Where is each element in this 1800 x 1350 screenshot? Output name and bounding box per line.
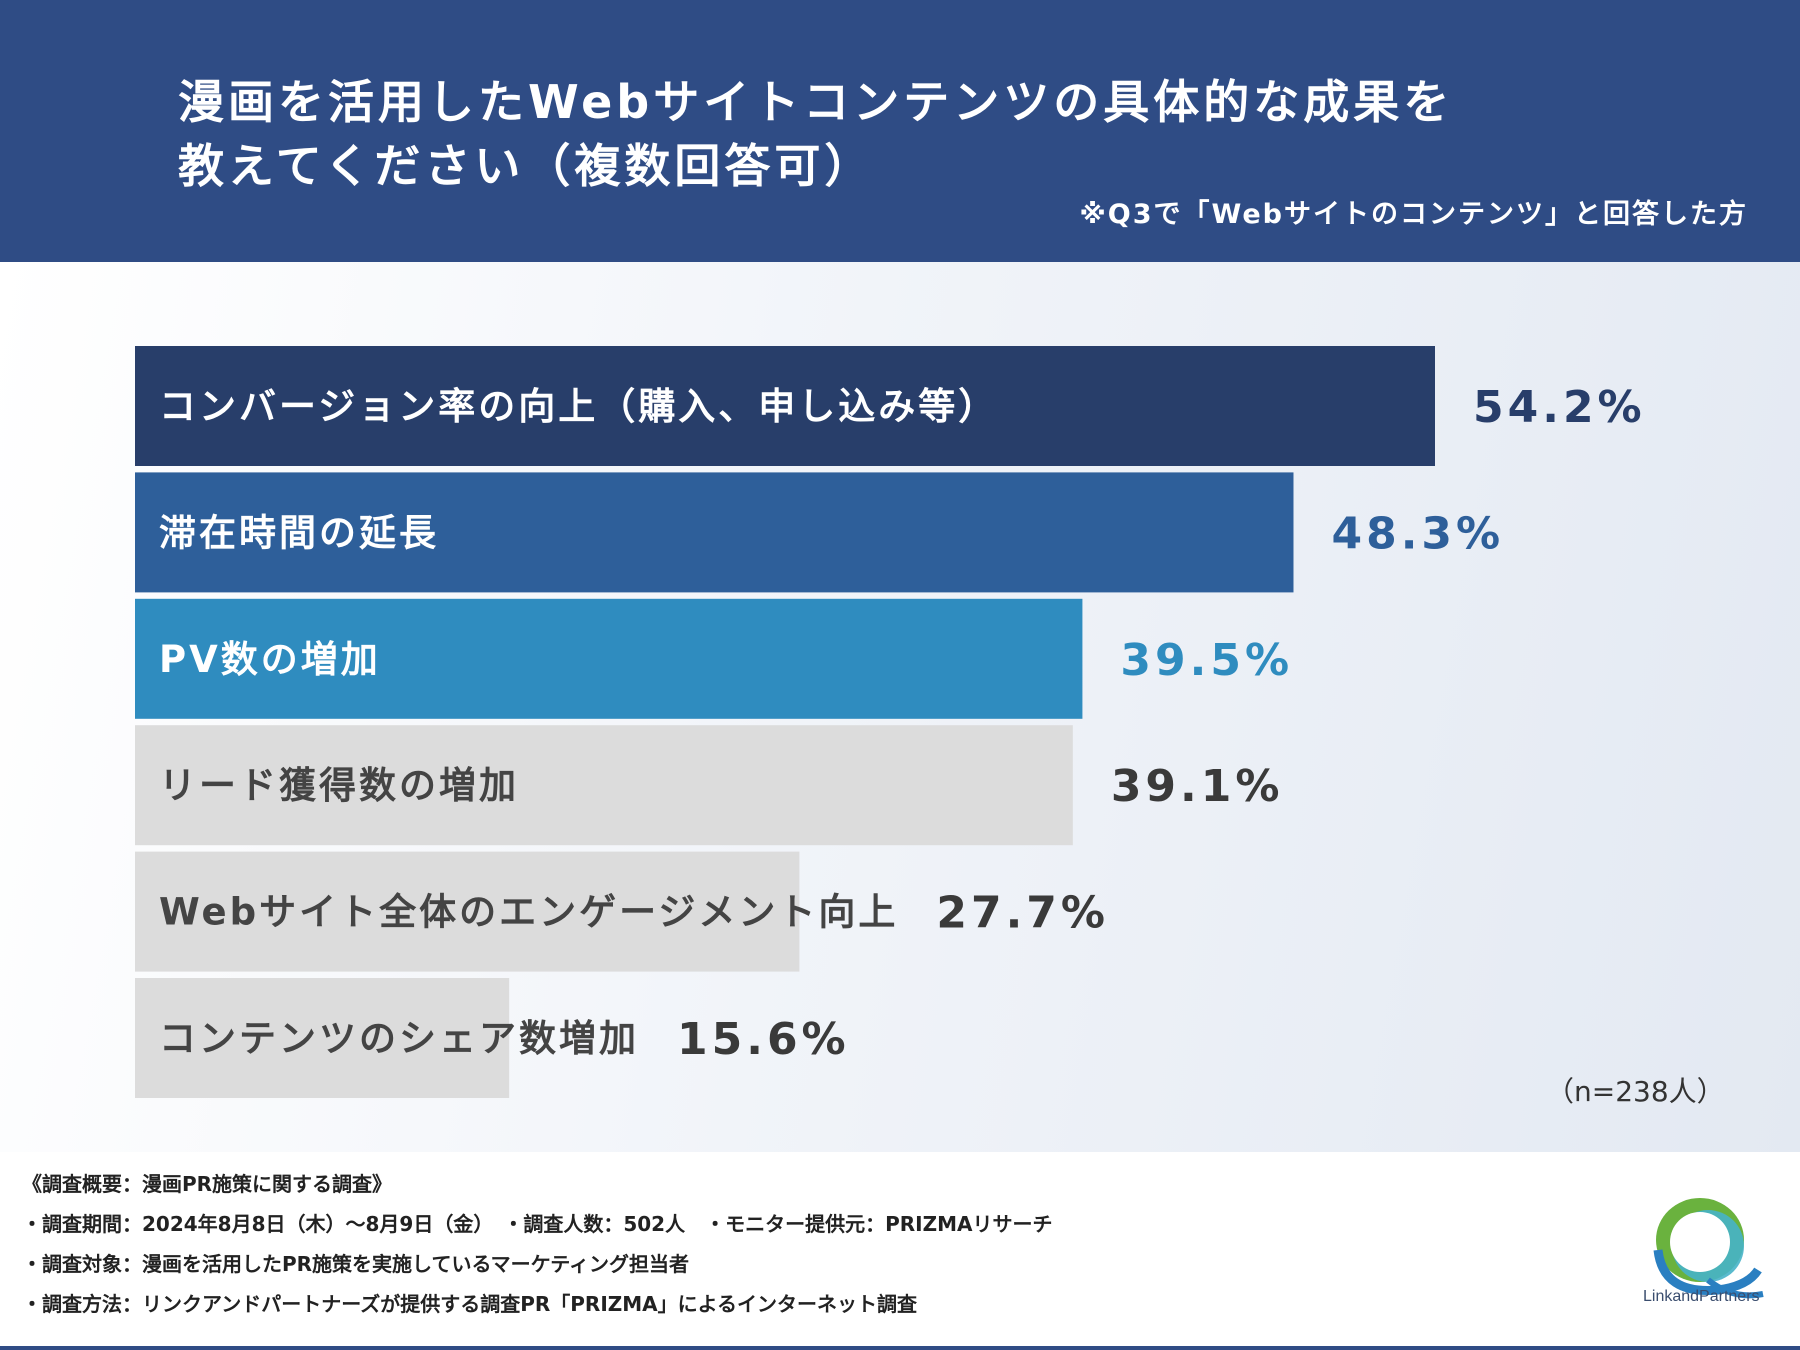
logo-wordmark: LinkandPartners xyxy=(1643,1288,1760,1305)
category-label: コンテンツのシェア数増加 xyxy=(159,1017,639,1060)
footer-line-method: ・調査方法：リンクアンドパートナーズが提供する調査PR「PRIZMA」によるイン… xyxy=(22,1292,918,1316)
bar-group: コンバージョン率の向上（購入、申し込み等） 54.2% xyxy=(135,346,1646,466)
footer-line-overview: 《調査概要：漫画PR施策に関する調査》 xyxy=(22,1172,393,1196)
survey-footer: 《調査概要：漫画PR施策に関する調査》 ・調査期間：2024年8月8日（木）～8… xyxy=(0,1152,1800,1350)
footer-line-target: ・調査対象：漫画を活用したPR施策を実施しているマーケティング担当者 xyxy=(22,1252,690,1276)
bar xyxy=(135,978,510,1098)
bar-group: Webサイト全体のエンゲージメント向上 27.7% xyxy=(135,851,1109,972)
link-and-partners-logo-icon xyxy=(1653,1198,1764,1299)
bar-group: 滞在時間の延長 48.3% xyxy=(135,472,1504,593)
value-label: 39.1% xyxy=(1111,761,1284,812)
chart-area: コンバージョン率の向上（購入、申し込み等） 54.2% 滞在時間の延長 48.3% PV… xyxy=(0,262,1800,1152)
bar-group: PV数の増加 39.5% xyxy=(135,598,1293,719)
footer-divider xyxy=(0,1346,1800,1350)
chart-title: 漫画を活用したWebサイトコンテンツの具体的な成果を 教えてください（複数回答可… xyxy=(178,75,1454,193)
bar xyxy=(135,472,1294,593)
category-label: コンバージョン率の向上（購入、申し込み等） xyxy=(159,385,998,428)
respondent-note: ※Q3で「Webサイトのコンテンツ」と回答した方 xyxy=(1079,199,1748,230)
bar xyxy=(135,598,1083,719)
category-label: PV数の増加 xyxy=(159,638,381,681)
category-label: 滞在時間の延長 xyxy=(159,511,439,554)
footer-line-period: ・調査期間：2024年8月8日（木）～8月9日（金） ・調査人数：502人 ・モ… xyxy=(22,1212,1053,1236)
sample-size-label: （n=238人） xyxy=(1546,1075,1725,1108)
bar-group: リード獲得数の増加 39.1% xyxy=(135,725,1284,846)
value-label: 48.3% xyxy=(1331,508,1504,559)
bar xyxy=(135,346,1435,466)
value-label: 39.5% xyxy=(1120,635,1293,686)
value-label: 27.7% xyxy=(936,888,1109,939)
bar-group: コンテンツのシェア数増加 15.6% xyxy=(135,978,850,1098)
value-label: 15.6% xyxy=(677,1014,850,1065)
header-banner: 漫画を活用したWebサイトコンテンツの具体的な成果を 教えてください（複数回答可… xyxy=(0,0,1800,262)
bar-chart: コンバージョン率の向上（購入、申し込み等） 54.2% 滞在時間の延長 48.3% PV… xyxy=(135,346,1646,1098)
category-label: リード獲得数の増加 xyxy=(159,764,519,807)
category-label: Webサイト全体のエンゲージメント向上 xyxy=(159,891,898,934)
bar xyxy=(135,851,800,972)
bar xyxy=(135,725,1073,846)
value-label: 54.2% xyxy=(1473,382,1646,433)
